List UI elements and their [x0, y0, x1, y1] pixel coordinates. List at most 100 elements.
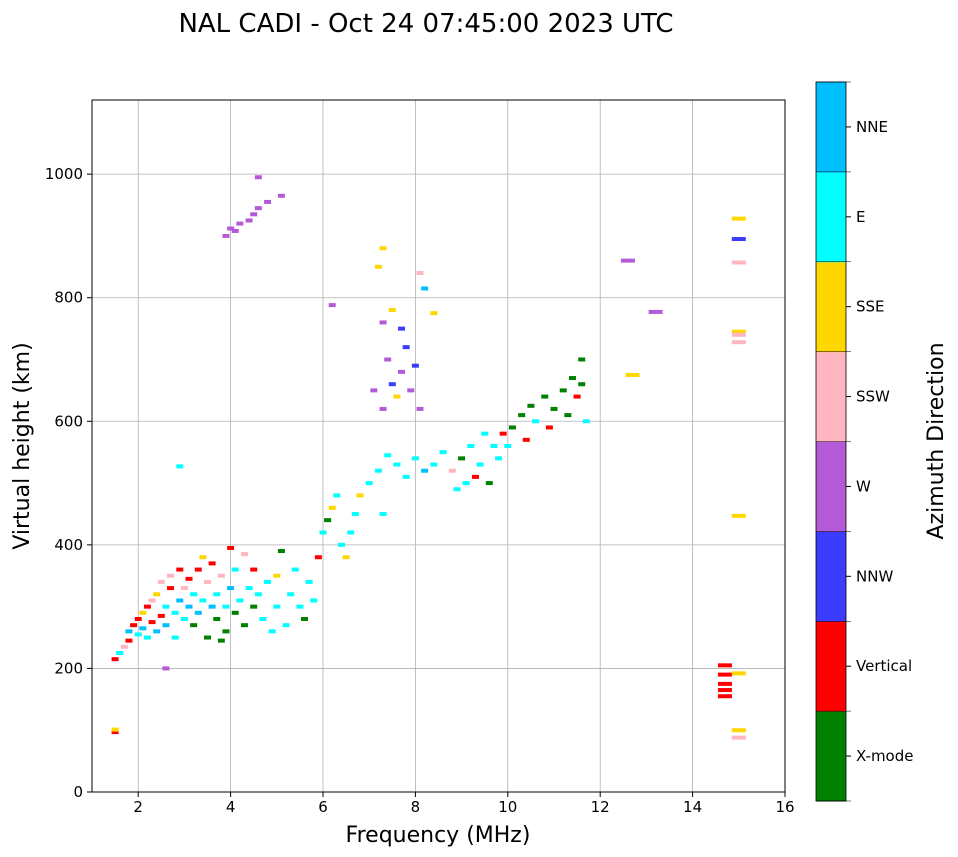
data-point-sse	[731, 728, 746, 733]
data-point-vertical	[717, 672, 732, 677]
data-point-ssw	[448, 468, 456, 473]
data-point-x-mode	[324, 518, 332, 523]
data-point-e	[171, 635, 179, 640]
data-point-e	[495, 456, 503, 461]
data-point-e	[236, 598, 244, 603]
data-point-e	[481, 431, 489, 436]
data-point-ssw	[148, 598, 156, 603]
data-point-e	[190, 592, 198, 597]
data-point-vertical	[148, 620, 156, 625]
data-point-vertical	[185, 576, 193, 581]
data-point-x-mode	[231, 610, 239, 615]
data-point-e	[231, 567, 239, 572]
data-point-vertical	[717, 681, 732, 686]
data-point-vertical	[522, 437, 530, 442]
data-point-e	[273, 604, 281, 609]
data-point-e	[282, 623, 290, 628]
colorbar-segment	[816, 711, 846, 802]
data-point-sse	[731, 671, 746, 676]
data-point-w	[407, 388, 415, 393]
data-point-x-mode	[250, 604, 258, 609]
data-point-x-mode	[541, 394, 549, 399]
data-point-sse	[393, 394, 401, 399]
data-point-w	[328, 303, 336, 308]
data-point-sse	[374, 264, 382, 269]
data-point-e	[268, 629, 276, 634]
data-point-nne	[185, 604, 193, 609]
data-point-e	[134, 632, 142, 637]
data-point-w	[231, 228, 239, 233]
x-tick-label: 8	[411, 798, 421, 816]
data-point-vertical	[111, 657, 119, 662]
data-point-vertical	[157, 613, 165, 618]
data-point-nnw	[411, 363, 419, 368]
data-point-ssw	[167, 573, 175, 578]
data-point-e	[462, 481, 470, 486]
data-point-vertical	[134, 617, 142, 621]
x-tick-label: 4	[226, 798, 236, 816]
data-points	[111, 175, 746, 740]
data-point-x-mode	[550, 406, 558, 411]
y-tick-label: 800	[54, 289, 83, 307]
data-point-sse	[111, 727, 119, 732]
data-point-w	[416, 406, 424, 411]
data-point-x-mode	[213, 617, 221, 621]
data-point-e	[305, 579, 313, 584]
data-point-x-mode	[204, 635, 211, 640]
data-point-w	[370, 388, 378, 393]
data-point-e	[333, 493, 341, 498]
data-point-sse	[273, 573, 281, 578]
data-point-e	[171, 610, 179, 615]
colorbar-segment	[816, 441, 846, 532]
data-point-nnw	[402, 345, 410, 350]
x-tick-label: 2	[133, 798, 143, 816]
colorbar-segment	[816, 621, 846, 712]
data-point-e	[259, 617, 267, 621]
data-point-x-mode	[568, 376, 576, 381]
data-point-e	[337, 542, 345, 547]
data-point-vertical	[314, 555, 322, 560]
data-point-e	[365, 481, 373, 486]
data-point-e	[430, 462, 438, 467]
data-point-x-mode	[578, 357, 586, 362]
data-point-x-mode	[222, 629, 230, 634]
data-point-e	[347, 530, 355, 535]
data-point-vertical	[167, 586, 175, 591]
data-point-nne	[153, 629, 161, 634]
x-tick-label: 12	[591, 798, 610, 816]
colorbar-tick-label: SSE	[856, 298, 885, 316]
data-point-ssw	[157, 579, 165, 584]
y-axis-label: Virtual height (km)	[10, 342, 35, 549]
data-point-e	[374, 468, 382, 473]
chart-title: NAL CADI - Oct 24 07:45:00 2023 UTC	[178, 9, 673, 39]
x-tick-label: 14	[683, 798, 702, 816]
data-point-nne	[194, 610, 202, 615]
data-point-nne	[176, 598, 184, 603]
data-point-vertical	[125, 638, 133, 643]
data-point-x-mode	[508, 425, 516, 430]
data-point-x-mode	[277, 549, 285, 554]
data-point-ssw	[217, 573, 225, 578]
data-point-ssw	[120, 644, 128, 649]
data-point-x-mode	[518, 413, 526, 418]
data-point-x-mode	[458, 456, 466, 461]
colorbar-tick-label: NNE	[856, 118, 888, 136]
data-point-w	[227, 226, 235, 231]
colorbar-segment	[816, 531, 846, 622]
colorbar-tick-label: W	[856, 477, 871, 495]
data-point-nne	[421, 286, 429, 291]
colorbar-segment	[816, 351, 846, 442]
data-point-ssw	[180, 586, 188, 591]
data-point-sse	[379, 246, 387, 251]
data-point-sse	[731, 329, 746, 334]
data-point-vertical	[250, 567, 258, 572]
data-point-w	[648, 309, 663, 314]
data-point-w	[379, 406, 387, 411]
colorbar-segment	[816, 261, 846, 353]
data-point-sse	[625, 372, 640, 377]
data-point-vertical	[471, 474, 479, 479]
data-point-sse	[430, 311, 438, 316]
data-point-x-mode	[527, 403, 535, 408]
data-point-vertical	[194, 567, 202, 572]
